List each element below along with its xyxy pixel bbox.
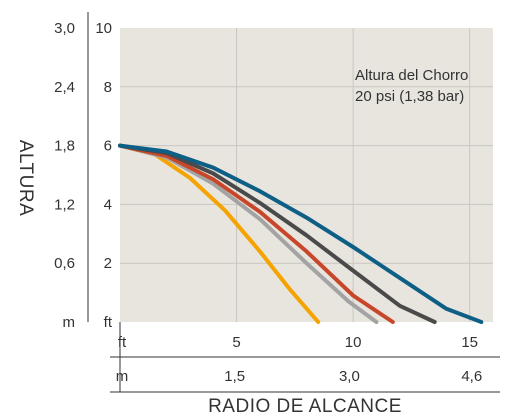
data-series: [118, 143, 484, 324]
x-tick-m-label: 3,0: [339, 368, 360, 385]
chart-annotation-line-2: 20 psi (1,38 bar): [355, 88, 464, 105]
x-axis-title: RADIO DE ALCANCE: [208, 396, 402, 417]
x-tick-m-label: 4,6: [461, 368, 482, 385]
axes: [87, 12, 500, 393]
chart-annotation-line-1: Altura del Chorro: [355, 67, 468, 84]
y-tick-ft-label: 2: [104, 255, 112, 272]
y-tick-m-label: 2,4: [54, 79, 75, 96]
x-tick-ft-label: 15: [461, 334, 478, 351]
series-line-4: [118, 143, 437, 324]
y-tick-m-label: 1,2: [54, 196, 75, 213]
y-tick-m-label: 3,0: [54, 20, 75, 37]
x-unit-ft: ft: [118, 334, 127, 351]
x-tick-ft-label: 5: [232, 334, 240, 351]
tick-labels: 2 4 6 8 10 0,6 1,2 1,8 2,4 3,0 5 10 15 1,5 3,0 4,6: [54, 20, 482, 385]
x-tick-m-label: 1,5: [224, 368, 245, 385]
x-tick-ft-label: 10: [345, 334, 362, 351]
y-unit-m: m: [63, 314, 76, 331]
y-axis-title: ALTURA: [15, 140, 36, 217]
y-unit-ft: ft: [104, 314, 113, 331]
y-tick-m-label: 1,8: [54, 138, 75, 155]
x-unit-m: m: [116, 368, 129, 385]
y-tick-ft-label: 10: [95, 20, 112, 37]
y-tick-ft-label: 6: [104, 138, 112, 155]
y-tick-ft-label: 4: [104, 196, 112, 213]
y-tick-ft-label: 8: [104, 79, 112, 96]
y-tick-m-label: 0,6: [54, 255, 75, 272]
series-line-5: [118, 143, 484, 324]
series-line-3: [118, 143, 395, 324]
